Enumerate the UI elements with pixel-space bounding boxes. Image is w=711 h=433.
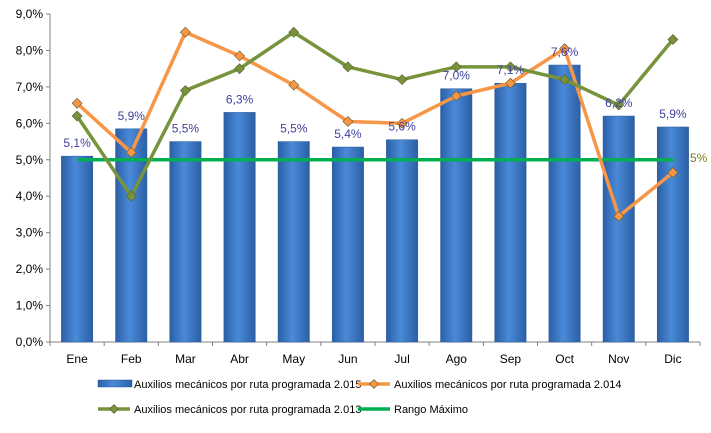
data-label-2015: 5,5% <box>280 122 308 136</box>
y-tick-label: 5,0% <box>16 153 44 167</box>
point-2014-mar <box>179 26 191 38</box>
bar-2015-abr <box>223 112 256 343</box>
point-2014-abr <box>234 50 246 62</box>
bar-2015-mar <box>169 141 202 343</box>
data-label-2015: 5,5% <box>172 122 200 136</box>
data-label-2015: 6,3% <box>226 92 254 106</box>
point-2014-ene <box>71 97 83 109</box>
bar-2015-ene <box>61 155 94 343</box>
data-label-2015: 6,2% <box>605 96 633 110</box>
x-tick-label: Sep <box>500 352 522 366</box>
point-2014-feb <box>125 147 137 158</box>
rango-maximo-annotation: 5% <box>690 151 708 165</box>
legend-label: Auxilios mecánicos por ruta programada 2… <box>134 404 361 416</box>
point-2014-dic <box>667 167 679 178</box>
legend-swatch <box>97 379 133 388</box>
legend-marker <box>369 379 379 389</box>
y-tick-label: 9,0% <box>16 7 44 21</box>
y-tick-label: 2,0% <box>16 262 44 276</box>
y-tick-label: 3,0% <box>16 226 44 240</box>
x-tick-label: Dic <box>664 352 681 366</box>
legend-item-3: Rango Máximo <box>358 404 468 416</box>
y-tick-label: 7,0% <box>16 80 44 94</box>
point-2013-dic <box>667 34 679 45</box>
legend-marker <box>109 404 119 414</box>
bar-2015-feb <box>115 128 148 343</box>
y-tick-label: 0,0% <box>16 335 44 349</box>
point-2013-jul <box>396 74 408 86</box>
data-label-2015: 5,1% <box>63 136 91 150</box>
bar-2015-jul <box>386 139 419 343</box>
legend-label: Auxilios mecánicos por ruta programada 2… <box>394 379 621 391</box>
bar-2015-jun <box>331 146 364 343</box>
point-2014-jun <box>342 116 354 127</box>
y-tick-label: 4,0% <box>16 189 44 203</box>
point-2014-oct <box>559 43 571 55</box>
x-tick-label: Jul <box>394 352 409 366</box>
bar-2015-nov <box>602 115 635 343</box>
x-tick-label: Nov <box>608 352 629 366</box>
point-2013-ene <box>71 110 83 122</box>
point-2014-sep <box>504 77 516 89</box>
legend-item-0: Auxilios mecánicos por ruta programada 2… <box>97 379 361 391</box>
y-tick-label: 6,0% <box>16 116 44 130</box>
data-label-2015: 7,6% <box>551 45 579 59</box>
y-tick-label: 8,0% <box>16 43 44 57</box>
x-tick-label: Mar <box>175 352 196 366</box>
bar-2015-ago <box>440 88 473 343</box>
point-2014-nov <box>613 210 625 222</box>
point-2013-oct <box>559 74 571 86</box>
bar-2015-oct <box>548 64 581 343</box>
x-tick-label: Oct <box>555 352 574 366</box>
legend-item-1: Auxilios mecánicos por ruta programada 2… <box>358 379 621 391</box>
data-label-2015: 7,1% <box>497 63 525 77</box>
legend-label: Rango Máximo <box>394 404 468 416</box>
point-2013-abr <box>234 63 246 75</box>
point-2013-ago <box>450 61 462 73</box>
x-tick-label: May <box>282 352 305 366</box>
y-tick-label: 1,0% <box>16 299 44 313</box>
point-2014-may <box>288 79 300 91</box>
point-2013-sep <box>504 61 516 73</box>
data-label-2015: 5,9% <box>118 109 146 123</box>
point-2013-jun <box>342 61 354 73</box>
x-tick-label: Ene <box>66 352 88 366</box>
x-tick-label: Abr <box>230 352 249 366</box>
legend-label: Auxilios mecánicos por ruta programada 2… <box>134 379 361 391</box>
data-label-2015: 5,6% <box>388 120 416 134</box>
point-2013-mar <box>179 85 191 96</box>
point-2013-nov <box>613 99 625 111</box>
bar-2015-sep <box>494 82 527 343</box>
data-label-2015: 5,9% <box>659 107 687 121</box>
point-2013-may <box>288 26 300 38</box>
data-label-2015: 5,4% <box>334 127 362 141</box>
x-tick-label: Ago <box>446 352 468 366</box>
line-2013 <box>75 30 675 198</box>
x-tick-label: Jun <box>338 352 357 366</box>
bar-2015-dic <box>656 126 689 343</box>
data-label-2015: 7,0% <box>443 69 471 83</box>
line-2014 <box>75 30 675 219</box>
point-2014-ago <box>450 90 462 102</box>
x-tick-label: Feb <box>121 352 142 366</box>
bar-2015-may <box>277 141 310 343</box>
point-2013-feb <box>125 190 137 202</box>
point-2014-jul <box>396 117 408 129</box>
legend-item-2: Auxilios mecánicos por ruta programada 2… <box>98 404 361 416</box>
